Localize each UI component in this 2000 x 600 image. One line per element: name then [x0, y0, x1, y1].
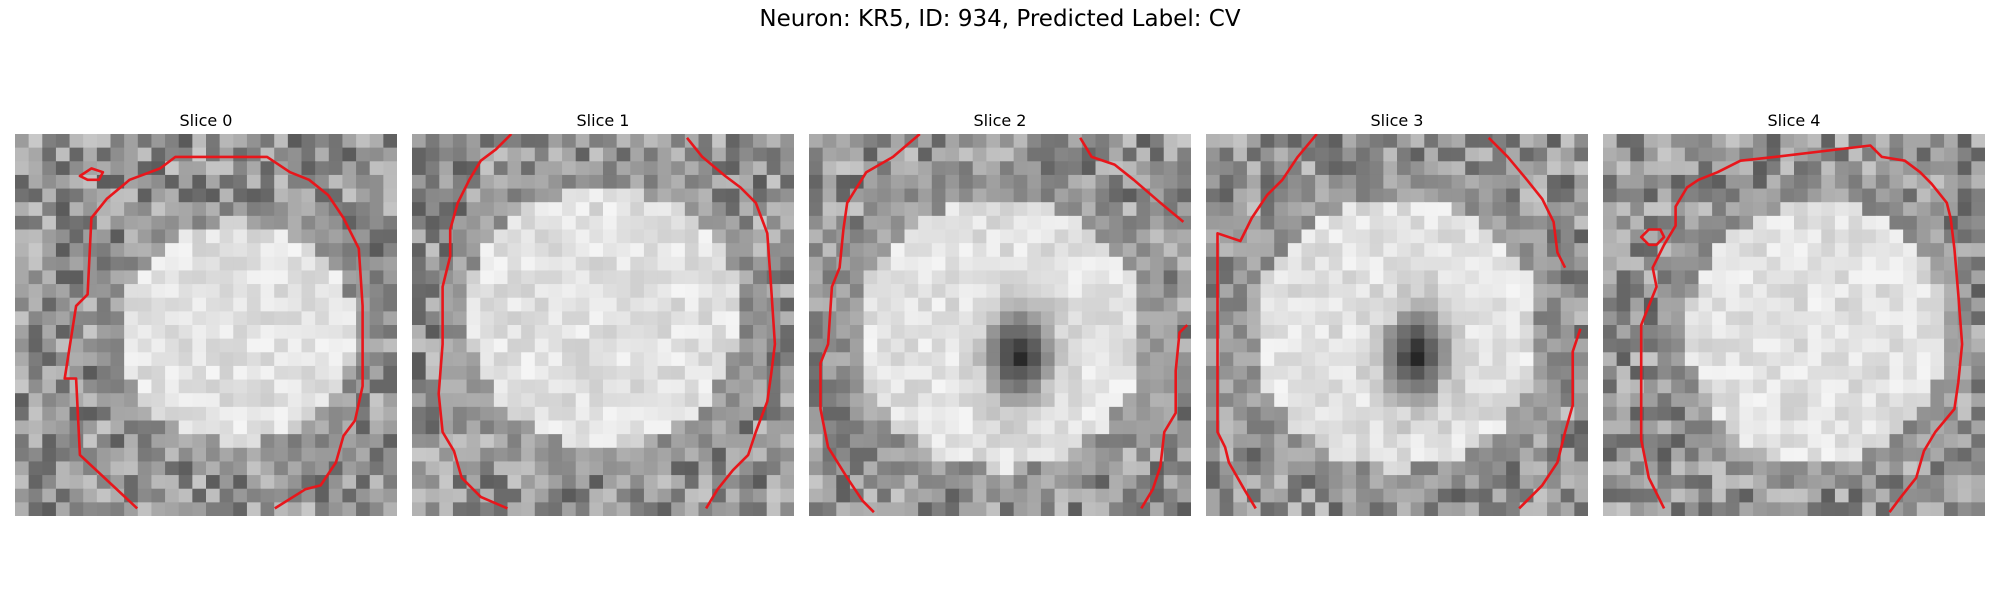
slice-title: Slice 4 [1767, 111, 1821, 130]
contour-line [1487, 136, 1567, 269]
slice-image [1206, 134, 1588, 516]
slice-image [412, 134, 794, 516]
slice-title: Slice 1 [576, 111, 630, 130]
contour-line [1639, 144, 1964, 513]
slice-image [809, 134, 1191, 516]
pixel-grid [1206, 134, 1588, 516]
slice-title: Slice 3 [1370, 111, 1424, 130]
slice-image [1603, 134, 1985, 516]
contour-line [1140, 324, 1189, 510]
slice-panel-3: Slice 3 [1206, 110, 1588, 516]
contour-line [819, 134, 921, 514]
slice-title: Slice 0 [179, 111, 233, 130]
slice-panel-2: Slice 2 [809, 110, 1191, 516]
slice-panel-0: Slice 0 [15, 110, 397, 516]
contour-loop [78, 167, 105, 182]
contour-line [1216, 134, 1318, 510]
contour-line [1079, 137, 1185, 223]
slice-panel-4: Slice 4 [1603, 110, 1985, 516]
contour-loop [1639, 228, 1666, 247]
slice-image [15, 134, 397, 516]
contour-line [1518, 328, 1582, 510]
contour-line [63, 155, 364, 510]
pixel-grid [412, 134, 794, 516]
pixel-grid [1603, 134, 1985, 516]
slice-panel-1: Slice 1 [412, 110, 794, 516]
figure-title: Neuron: KR5, ID: 934, Predicted Label: C… [759, 6, 1241, 32]
contour-line [437, 134, 513, 510]
contour-line [685, 136, 777, 510]
pixel-grid [15, 134, 397, 516]
slice-title: Slice 2 [973, 111, 1027, 130]
pixel-grid [809, 134, 1191, 516]
